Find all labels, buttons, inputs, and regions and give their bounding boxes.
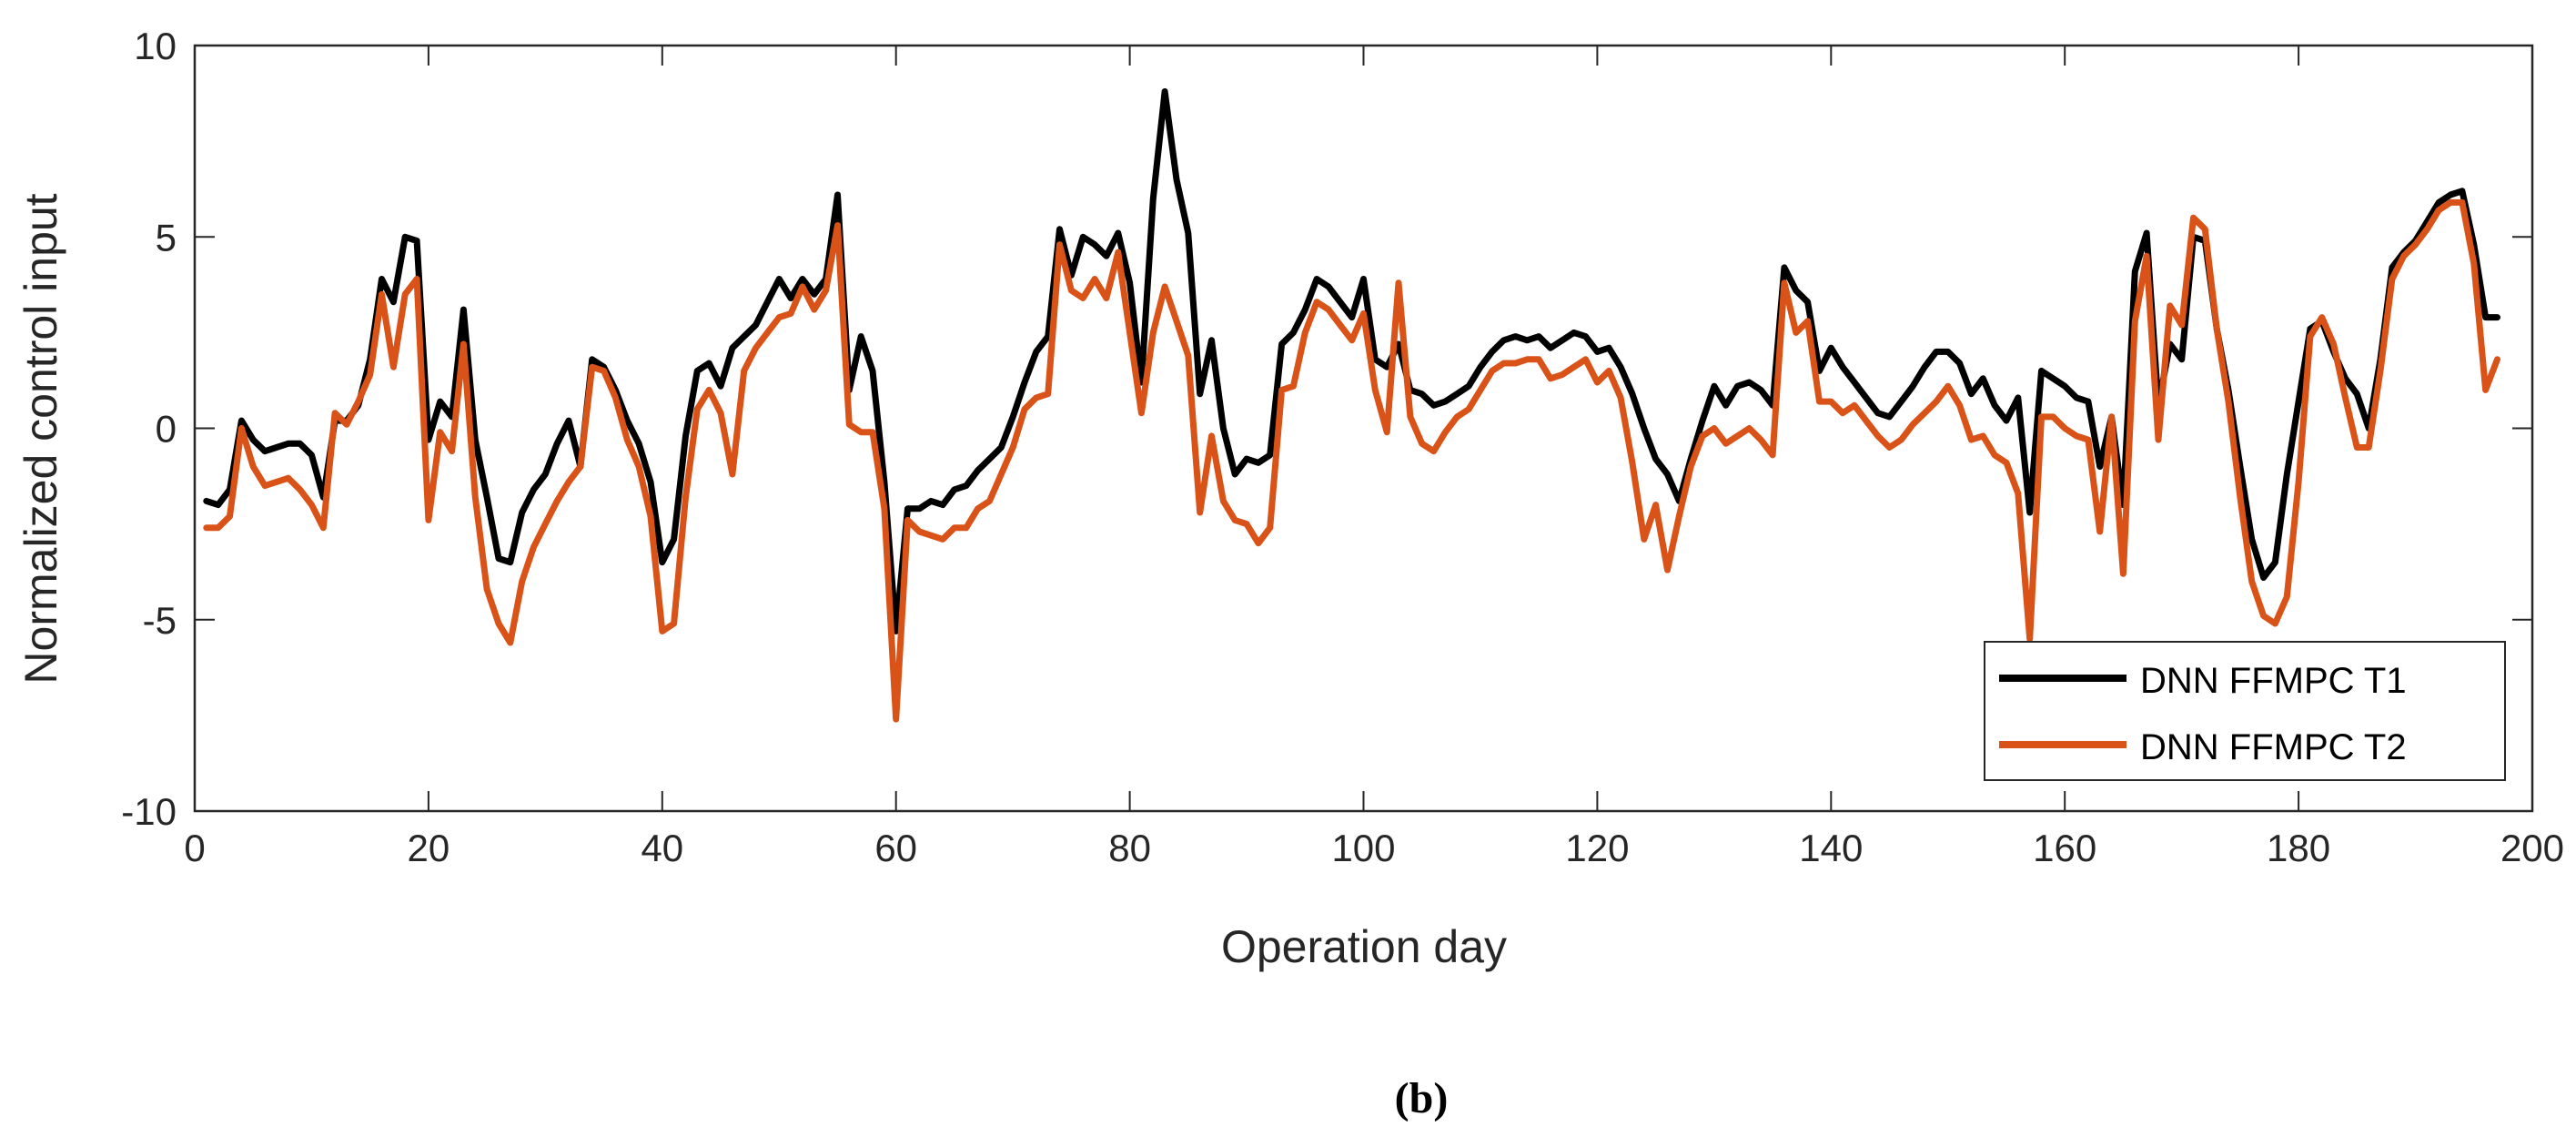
x-tick-labels: 0 20 40 60 80 100 120 140 160 180 200 <box>184 827 2564 869</box>
y-tick-labels: -10 -5 0 5 10 <box>121 25 177 833</box>
x-tick-label: 160 <box>2033 827 2096 869</box>
y-tick-label: -10 <box>121 790 177 833</box>
series-lines <box>203 88 2500 723</box>
x-tick-label: 20 <box>408 827 450 869</box>
legend-label-t1: DNN FFMPC T1 <box>2140 661 2407 701</box>
legend-box <box>1984 641 2506 781</box>
y-tick-label: 5 <box>156 216 177 259</box>
y-tick-label: -5 <box>143 599 177 642</box>
x-tick-label: 80 <box>1108 827 1151 869</box>
x-axis-label: Operation day <box>1221 921 1507 972</box>
legend: DNN FFMPC T1 DNN FFMPC T2 <box>1984 641 2506 781</box>
x-tick-label: 40 <box>641 827 683 869</box>
y-tick-label: 0 <box>156 408 177 451</box>
x-tick-label: 120 <box>1565 827 1629 869</box>
legend-label-t2: DNN FFMPC T2 <box>2140 727 2407 767</box>
x-tick-label: 140 <box>1799 827 1863 869</box>
y-tick-label: 10 <box>134 25 177 67</box>
axes-ticks <box>194 45 2533 812</box>
y-axis-label: Normalized control input <box>15 193 66 684</box>
x-tick-label: 100 <box>1331 827 1395 869</box>
x-tick-label: 180 <box>2267 827 2330 869</box>
figure-caption: (b) <box>1395 1074 1449 1122</box>
x-tick-label: 200 <box>2500 827 2564 869</box>
x-tick-label: 60 <box>874 827 917 869</box>
series-line-t2 <box>203 198 2500 723</box>
x-tick-label: 0 <box>184 827 205 869</box>
